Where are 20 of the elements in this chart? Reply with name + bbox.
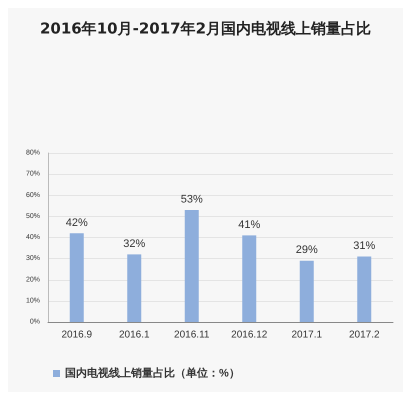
x-tick-label: 2017.2 (348, 330, 380, 340)
data-label: 53% (180, 194, 203, 206)
x-tick-label: 2016.9 (61, 330, 92, 340)
x-tick-label: 2016.11 (174, 330, 210, 340)
bar (127, 254, 142, 322)
bar (184, 210, 199, 322)
data-label: 42% (66, 216, 88, 229)
bar (357, 256, 372, 322)
x-tick-label: 2017.1 (291, 330, 322, 340)
bar (70, 233, 84, 322)
data-label: 31% (353, 240, 376, 252)
data-label: 29% (296, 244, 318, 256)
legend-label: 国内电视线上销量占比（单位：%） (65, 366, 240, 380)
x-tick-label: 2016.12 (231, 330, 268, 340)
data-label: 41% (238, 218, 260, 231)
data-label: 32% (123, 238, 146, 250)
x-tick-label: 2016.1 (118, 330, 150, 340)
bar (242, 235, 256, 322)
bar (300, 260, 314, 322)
chart-title: 2016年10月-2017年2月国内电视线上销量占比 (40, 20, 372, 38)
